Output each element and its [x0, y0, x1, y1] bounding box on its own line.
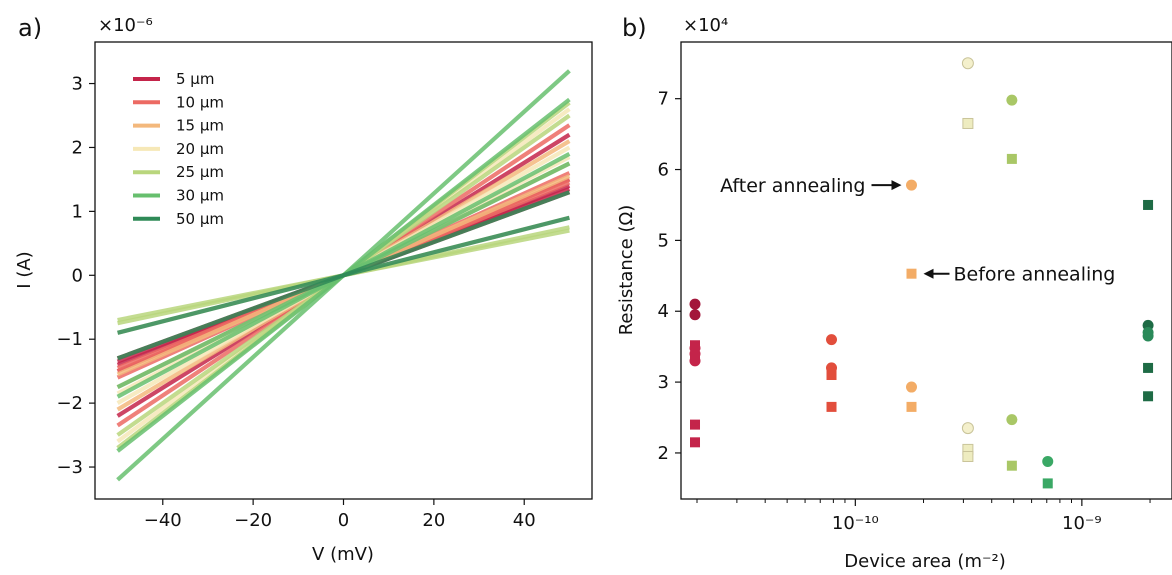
- legend-label: 5 μm: [176, 70, 214, 88]
- panel-b-y-multiplier: ×10⁴: [683, 15, 728, 36]
- panel-b-annotations: After annealing Before annealing: [720, 175, 1115, 286]
- data-point-square: [690, 437, 701, 448]
- y-tick-label: 3: [658, 372, 669, 393]
- data-point-square: [826, 401, 837, 412]
- data-point-circle: [1006, 414, 1018, 426]
- panel-a-ylabel: I (A): [14, 251, 35, 288]
- annotation-arrowhead: [891, 180, 902, 191]
- data-point-circle: [905, 381, 917, 393]
- x-tick-label: 10⁻⁹: [1062, 513, 1102, 534]
- data-point-square: [690, 352, 701, 363]
- x-tick-label: −20: [234, 510, 272, 531]
- y-tick-label: 4: [658, 301, 669, 322]
- x-tick-label: −40: [144, 510, 182, 531]
- x-tick-label: 40: [513, 510, 536, 531]
- legend-label: 10 μm: [176, 93, 224, 111]
- panel-a-y-multiplier: ×10⁻⁶: [98, 15, 153, 36]
- annotation-label: After annealing: [720, 175, 865, 197]
- panel-a-xlabel: V (mV): [312, 544, 374, 565]
- y-tick-label: −2: [56, 393, 83, 414]
- y-tick-label: 2: [658, 443, 669, 464]
- y-tick-label: 3: [72, 74, 83, 95]
- legend-label: 15 μm: [176, 117, 224, 135]
- annotation-arrowhead: [923, 268, 934, 279]
- data-point-circle: [689, 298, 701, 310]
- iv-line: [117, 215, 570, 335]
- panel-b-ticks: 2 3 4 5 6 7 10⁻¹⁰ 10⁻⁹: [658, 89, 1151, 534]
- panel-b-ylabel: Resistance (Ω): [616, 205, 637, 336]
- data-point-circle: [1142, 330, 1154, 342]
- data-point-square: [906, 268, 917, 279]
- y-tick-label: 7: [658, 89, 669, 110]
- y-tick-label: −3: [56, 457, 83, 478]
- panel-a-ticks: −40 −20 0 20 40 −3 −2 −1 0 1 2 3: [56, 74, 535, 531]
- data-point-square: [1143, 391, 1154, 402]
- annotation-label: Before annealing: [953, 264, 1115, 286]
- data-point-square: [1006, 460, 1017, 471]
- panel-b-xlabel: Device area (m⁻²): [844, 551, 1005, 572]
- data-point-circle: [961, 422, 974, 435]
- panel-b-points: [689, 57, 1154, 489]
- panel-a: a) ×10⁻⁶ −40 −20 0 20 40 −3 −2 −1 0 1 2 3 5 μm 10 μm…: [14, 14, 593, 565]
- panel-b-frame: [680, 41, 1172, 500]
- data-point-square: [1143, 199, 1154, 210]
- y-tick-label: 6: [658, 160, 669, 181]
- y-tick-label: 0: [72, 265, 83, 286]
- data-point-circle: [1006, 94, 1018, 106]
- panel-a-legend: 5 μm 10 μm 15 μm 20 μm 25 μm 30 μm 50 μm: [133, 70, 224, 228]
- panel-a-frame: [94, 41, 593, 500]
- y-tick-label: 5: [658, 230, 669, 251]
- panel-b-label: b): [622, 14, 647, 42]
- panel-b: b) ×10⁴ 2 3 4 5 6 7 10⁻¹⁰ 10⁻⁹ After annealing B…: [616, 14, 1172, 572]
- data-point-square: [906, 401, 917, 412]
- x-tick-label: 10⁻¹⁰: [832, 513, 879, 534]
- data-point-circle: [1042, 455, 1054, 467]
- y-tick-label: 1: [72, 201, 83, 222]
- data-point-circle: [689, 309, 701, 321]
- panel-a-label: a): [18, 14, 42, 42]
- x-tick-label: 0: [338, 510, 349, 531]
- data-point-square: [690, 419, 701, 430]
- data-point-square: [1143, 362, 1154, 373]
- data-point-square: [1042, 478, 1053, 489]
- legend-label: 25 μm: [176, 163, 224, 181]
- y-tick-label: −1: [56, 329, 83, 350]
- data-point-square: [962, 117, 974, 129]
- data-point-square: [690, 340, 701, 351]
- y-tick-label: 2: [72, 137, 83, 158]
- data-point-circle: [961, 57, 974, 70]
- legend-label: 30 μm: [176, 187, 224, 205]
- legend-label: 50 μm: [176, 210, 224, 228]
- x-tick-label: 20: [422, 510, 445, 531]
- data-point-square: [1006, 153, 1017, 164]
- panel-a-lines: [116, 69, 571, 482]
- legend-label: 20 μm: [176, 140, 224, 158]
- data-point-square: [962, 450, 974, 462]
- data-point-square: [826, 370, 837, 381]
- data-point-circle: [826, 334, 838, 346]
- data-point-circle: [905, 179, 917, 191]
